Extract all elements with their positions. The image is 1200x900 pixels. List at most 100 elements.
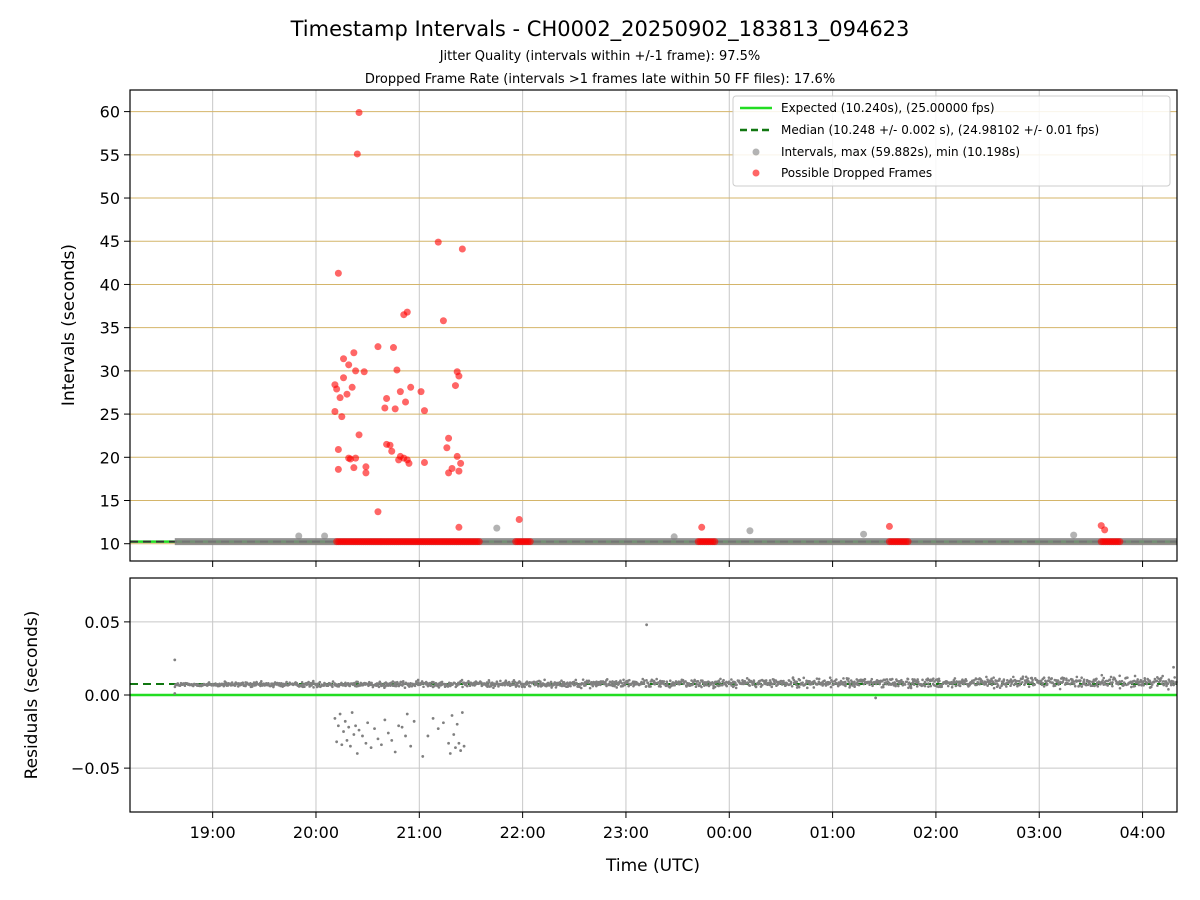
intervals-y-tick-label: 35: [100, 319, 120, 338]
residual-point: [611, 680, 614, 683]
residual-point: [897, 684, 900, 688]
residual-outlier-point: [173, 658, 177, 662]
residual-point: [732, 684, 736, 688]
residual-point: [1047, 676, 1051, 679]
residual-point: [303, 685, 306, 688]
dropped-frame-point: [420, 407, 428, 415]
residual-point: [574, 678, 578, 682]
dropped-frame-point: [383, 395, 391, 403]
dropped-frame-point: [355, 108, 363, 116]
residual-point: [420, 682, 424, 686]
residual-point: [1167, 688, 1170, 691]
residual-point: [1045, 683, 1049, 686]
dropped-frame-point: [362, 469, 370, 477]
residual-point: [1058, 687, 1062, 691]
residual-point: [1073, 684, 1077, 688]
residual-point: [493, 684, 497, 688]
residual-point: [756, 682, 760, 686]
residual-point: [909, 684, 913, 688]
residual-point: [1091, 684, 1094, 688]
residual-point: [811, 682, 814, 686]
residual-point: [993, 682, 997, 685]
residual-point: [1136, 678, 1139, 681]
residual-point: [848, 682, 852, 685]
residual-point: [1033, 683, 1036, 686]
intervals-y-tick-label: 60: [100, 103, 120, 122]
residual-point: [1160, 682, 1164, 685]
residual-point: [1153, 677, 1157, 681]
residual-point: [554, 686, 558, 689]
residual-outlier-point: [459, 749, 463, 752]
dropped-frame-point: [360, 368, 368, 376]
dropped-frame-point: [331, 407, 339, 415]
residual-point: [440, 680, 444, 684]
residual-point: [649, 685, 652, 688]
intervals-ticks: 10 15 20 25 30 35 40 45 50 55 60: [100, 103, 1144, 567]
residual-point: [1132, 679, 1136, 683]
residual-point: [817, 677, 821, 681]
residual-outlier-point: [404, 734, 407, 738]
residual-point: [285, 680, 288, 684]
legend-median-label: Median (10.248 +/- 0.002 s), (24.98102 +…: [781, 123, 1099, 137]
residual-point: [932, 677, 935, 680]
residual-point: [965, 679, 968, 683]
residual-point: [250, 685, 254, 688]
residual-point: [1066, 682, 1070, 685]
residual-point: [921, 678, 924, 682]
residual-point: [401, 680, 405, 683]
dropped-frame-point: [333, 385, 341, 393]
residual-point: [1002, 679, 1006, 683]
residual-point: [790, 684, 794, 688]
residual-point: [207, 681, 211, 684]
residual-point: [1072, 682, 1076, 686]
residual-point: [954, 684, 958, 688]
residual-point: [844, 684, 847, 688]
residual-point: [1113, 677, 1116, 680]
residual-point: [1093, 684, 1096, 688]
residual-point: [356, 680, 360, 684]
residual-point: [963, 681, 966, 685]
dropped-frame-point: [391, 405, 399, 413]
residual-point: [622, 678, 625, 682]
residual-point: [495, 680, 499, 683]
residual-point: [413, 684, 417, 688]
residual-point: [430, 683, 433, 687]
residual-point: [579, 686, 583, 690]
residual-point: [416, 678, 420, 682]
residual-point: [990, 683, 994, 687]
residual-point: [905, 680, 909, 684]
residual-point: [853, 685, 856, 688]
residual-point: [780, 679, 783, 683]
residual-outlier-point: [350, 711, 354, 714]
residual-point: [312, 686, 315, 689]
residual-point: [767, 681, 771, 685]
residual-point: [503, 683, 507, 687]
residual-point: [1082, 678, 1086, 681]
residual-point: [847, 680, 850, 683]
residual-point: [1031, 681, 1034, 684]
residual-point: [848, 684, 852, 687]
interval-point: [295, 532, 303, 540]
residual-point: [584, 682, 587, 686]
residual-point: [1137, 683, 1141, 687]
dropped-frame-point: [352, 454, 360, 462]
residual-point: [798, 678, 802, 682]
residual-point: [952, 678, 956, 682]
residual-point: [975, 677, 978, 681]
residual-outlier-point: [354, 724, 357, 728]
residual-point: [422, 685, 425, 689]
residual-point: [746, 681, 749, 684]
dropped-frame-point: [405, 459, 413, 467]
residual-outlier-point: [1172, 665, 1175, 669]
residual-point: [562, 681, 566, 684]
residual-point: [1101, 679, 1104, 682]
residual-outlier-point: [436, 727, 440, 731]
residual-outlier-point: [380, 743, 383, 747]
dropped-frame-point: [451, 382, 459, 390]
residual-point: [695, 682, 698, 686]
dropped-frame-rate-subtitle: Dropped Frame Rate (intervals >1 frames …: [365, 72, 835, 87]
residual-point: [1021, 677, 1024, 680]
residual-point: [1065, 678, 1068, 682]
residual-point: [735, 683, 738, 687]
residual-point: [1079, 679, 1082, 682]
